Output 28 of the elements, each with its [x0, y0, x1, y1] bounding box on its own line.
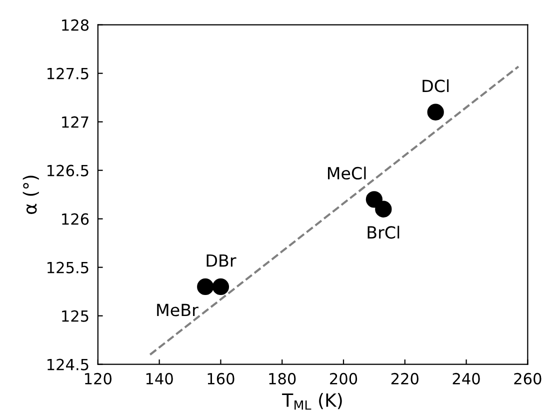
y-tick-label: 126.5	[48, 164, 88, 176]
data-label: DCl	[422, 79, 449, 92]
data-label: MeBr	[157, 304, 198, 316]
data-label: MeCl	[328, 166, 366, 180]
point	[197, 278, 214, 296]
x-tick-label: 160	[208, 372, 234, 384]
x-tick-label: 180	[269, 372, 296, 384]
point	[212, 278, 230, 296]
x-axis-title: T$_{ML}$ (K)	[282, 392, 342, 410]
x-tick-label: 140	[146, 372, 173, 384]
y-axis-title: α (°)	[22, 176, 39, 214]
y-tick-label: 125	[62, 310, 88, 322]
y-tick-label: 125.5	[48, 262, 88, 274]
y-tick-label: 128	[62, 19, 89, 31]
x-tick-label: 120	[85, 372, 112, 384]
x-tick-label: 260	[514, 372, 542, 384]
point	[427, 104, 444, 120]
point	[375, 200, 392, 218]
y-tick-label: 126	[62, 213, 89, 225]
x-tick-label: 240	[452, 372, 480, 384]
x-tick-label: 200	[330, 372, 358, 384]
y-tick-label: 124.5	[48, 358, 88, 370]
data-label: BrCl	[368, 226, 400, 239]
x-tick-label: 220	[391, 372, 418, 384]
y-tick-label: 127	[62, 116, 88, 128]
point	[366, 191, 383, 208]
y-tick-label: 127.5	[48, 68, 88, 80]
data-label: DBr	[206, 254, 236, 267]
